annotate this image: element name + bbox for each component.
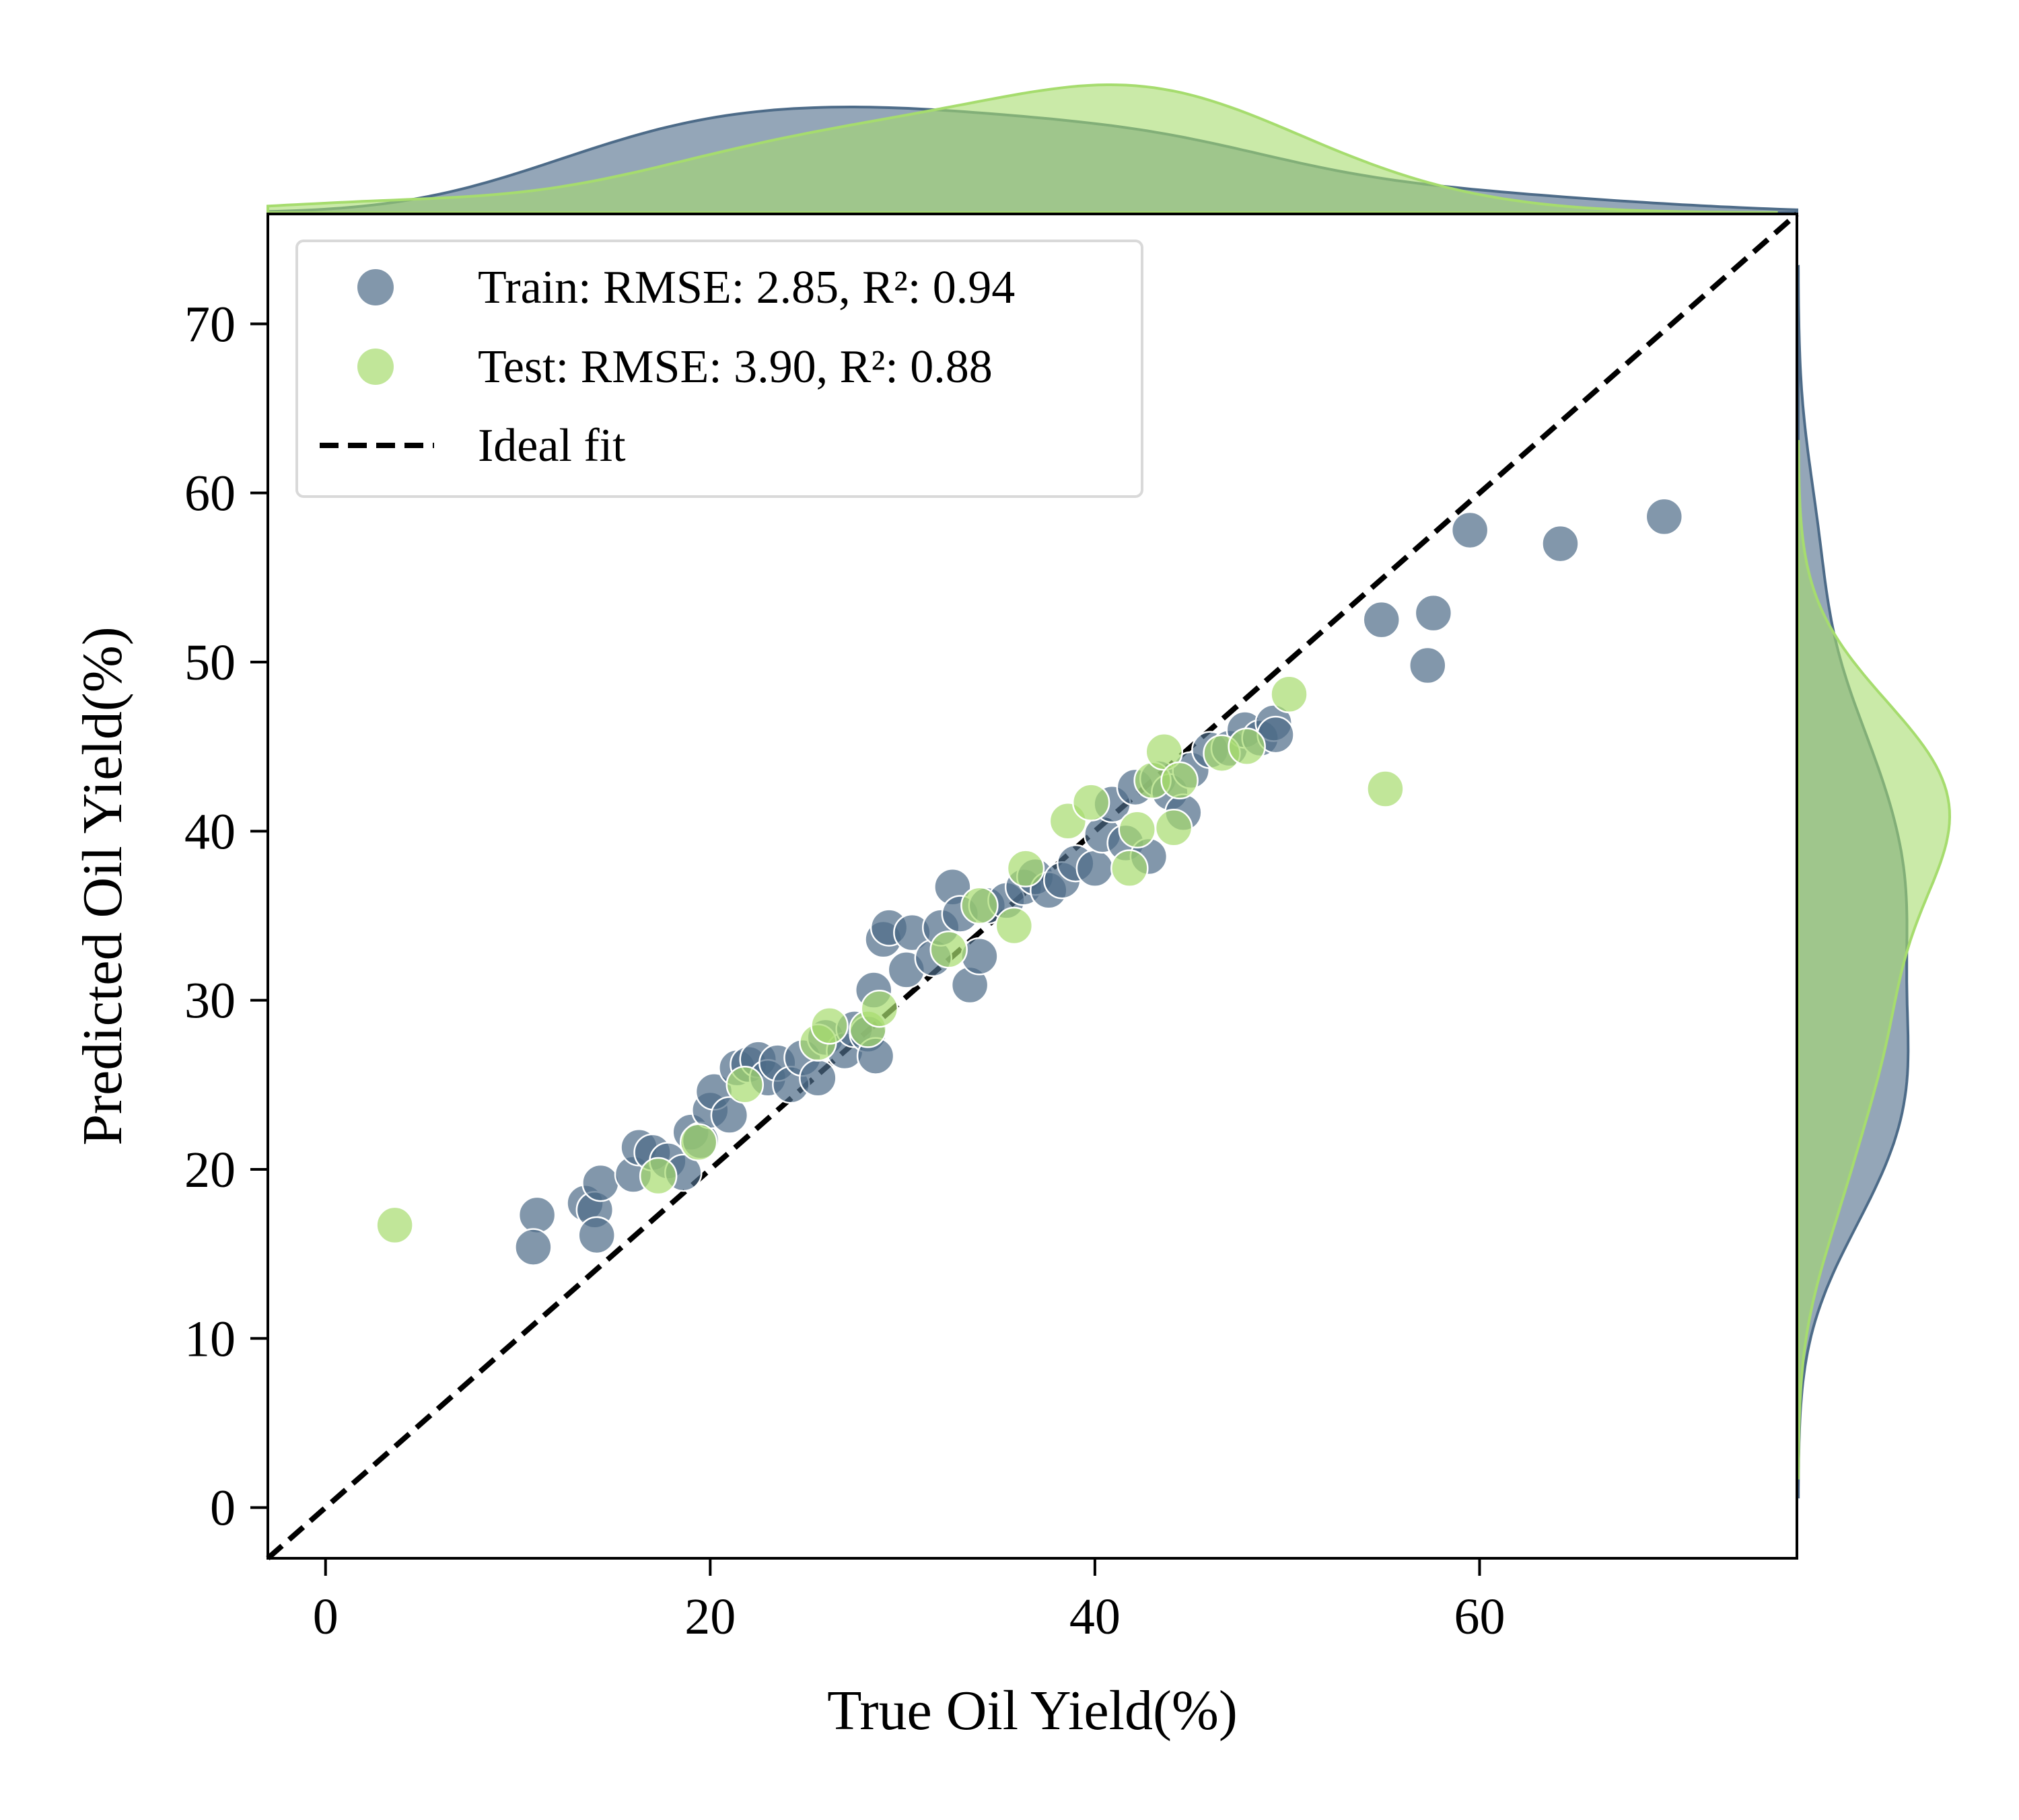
test-point [376,1206,414,1245]
test-point [929,930,968,969]
test-point [860,989,899,1028]
y-tick-label: 20 [184,1142,236,1198]
test-point [1071,783,1110,822]
test-point [960,886,999,925]
train-point [1409,646,1447,685]
legend-label-train: Train: RMSE: 2.85, R²: 0.94 [478,262,1015,314]
plot-area [266,211,1799,1561]
y-tick-label: 60 [184,466,236,522]
test-point [1366,770,1405,808]
y-tick-label: 30 [184,973,236,1029]
y-tick-label: 70 [184,296,236,353]
test-point [639,1157,678,1196]
test-point [810,1007,849,1045]
legend: Train: RMSE: 2.85, R²: 0.94 Test: RMSE: … [295,240,1143,498]
train-point [799,1058,837,1097]
y-tick-label: 40 [184,803,236,860]
train-point [577,1216,616,1255]
test-point [1154,809,1193,847]
x-tick-label: 40 [1069,1589,1121,1645]
test-point [725,1066,764,1104]
test-x-density [267,83,1778,214]
train-point [1414,593,1453,632]
top-marginal-density [267,83,1798,214]
plot-frame [267,213,1798,1560]
legend-label-test: Test: RMSE: 3.90, R²: 0.88 [478,341,993,393]
y-axis: 0 10 20 30 40 50 60 70 [184,296,268,1537]
train-point [1541,524,1580,563]
y-tick-label: 50 [184,634,236,691]
train-point [1362,600,1401,639]
legend-box [295,240,1143,498]
legend-marker-train [357,269,394,305]
legend-marker-test [357,349,394,385]
test-point [1118,810,1157,849]
train-point [1075,849,1114,887]
test-point [1228,727,1266,766]
train-point [710,1096,749,1134]
legend-label-ideal: Ideal fit [478,420,626,472]
test-point [1160,761,1199,800]
y-tick-label: 10 [184,1311,236,1367]
test-point [995,906,1034,945]
test-point [1270,675,1308,714]
train-point [581,1163,620,1202]
points-layer [376,497,1684,1266]
x-axis-label: True Oil Yield(%) [827,1679,1238,1742]
train-point [518,1196,557,1235]
train-point [514,1228,553,1266]
y-tick-label: 0 [210,1480,236,1537]
x-tick-label: 60 [1454,1589,1505,1645]
x-axis: 0 20 40 60 [313,1558,1505,1645]
x-tick-label: 20 [684,1589,736,1645]
test-y-density [1797,439,1952,1480]
x-tick-label: 0 [313,1589,339,1645]
train-point [1645,497,1684,536]
right-marginal-density [1797,264,1952,1498]
y-axis-label: Predicted Oil Yield(%) [71,626,134,1145]
test-point [1110,849,1149,887]
test-point [1006,849,1045,887]
train-point [1450,511,1489,550]
test-point [679,1123,718,1162]
